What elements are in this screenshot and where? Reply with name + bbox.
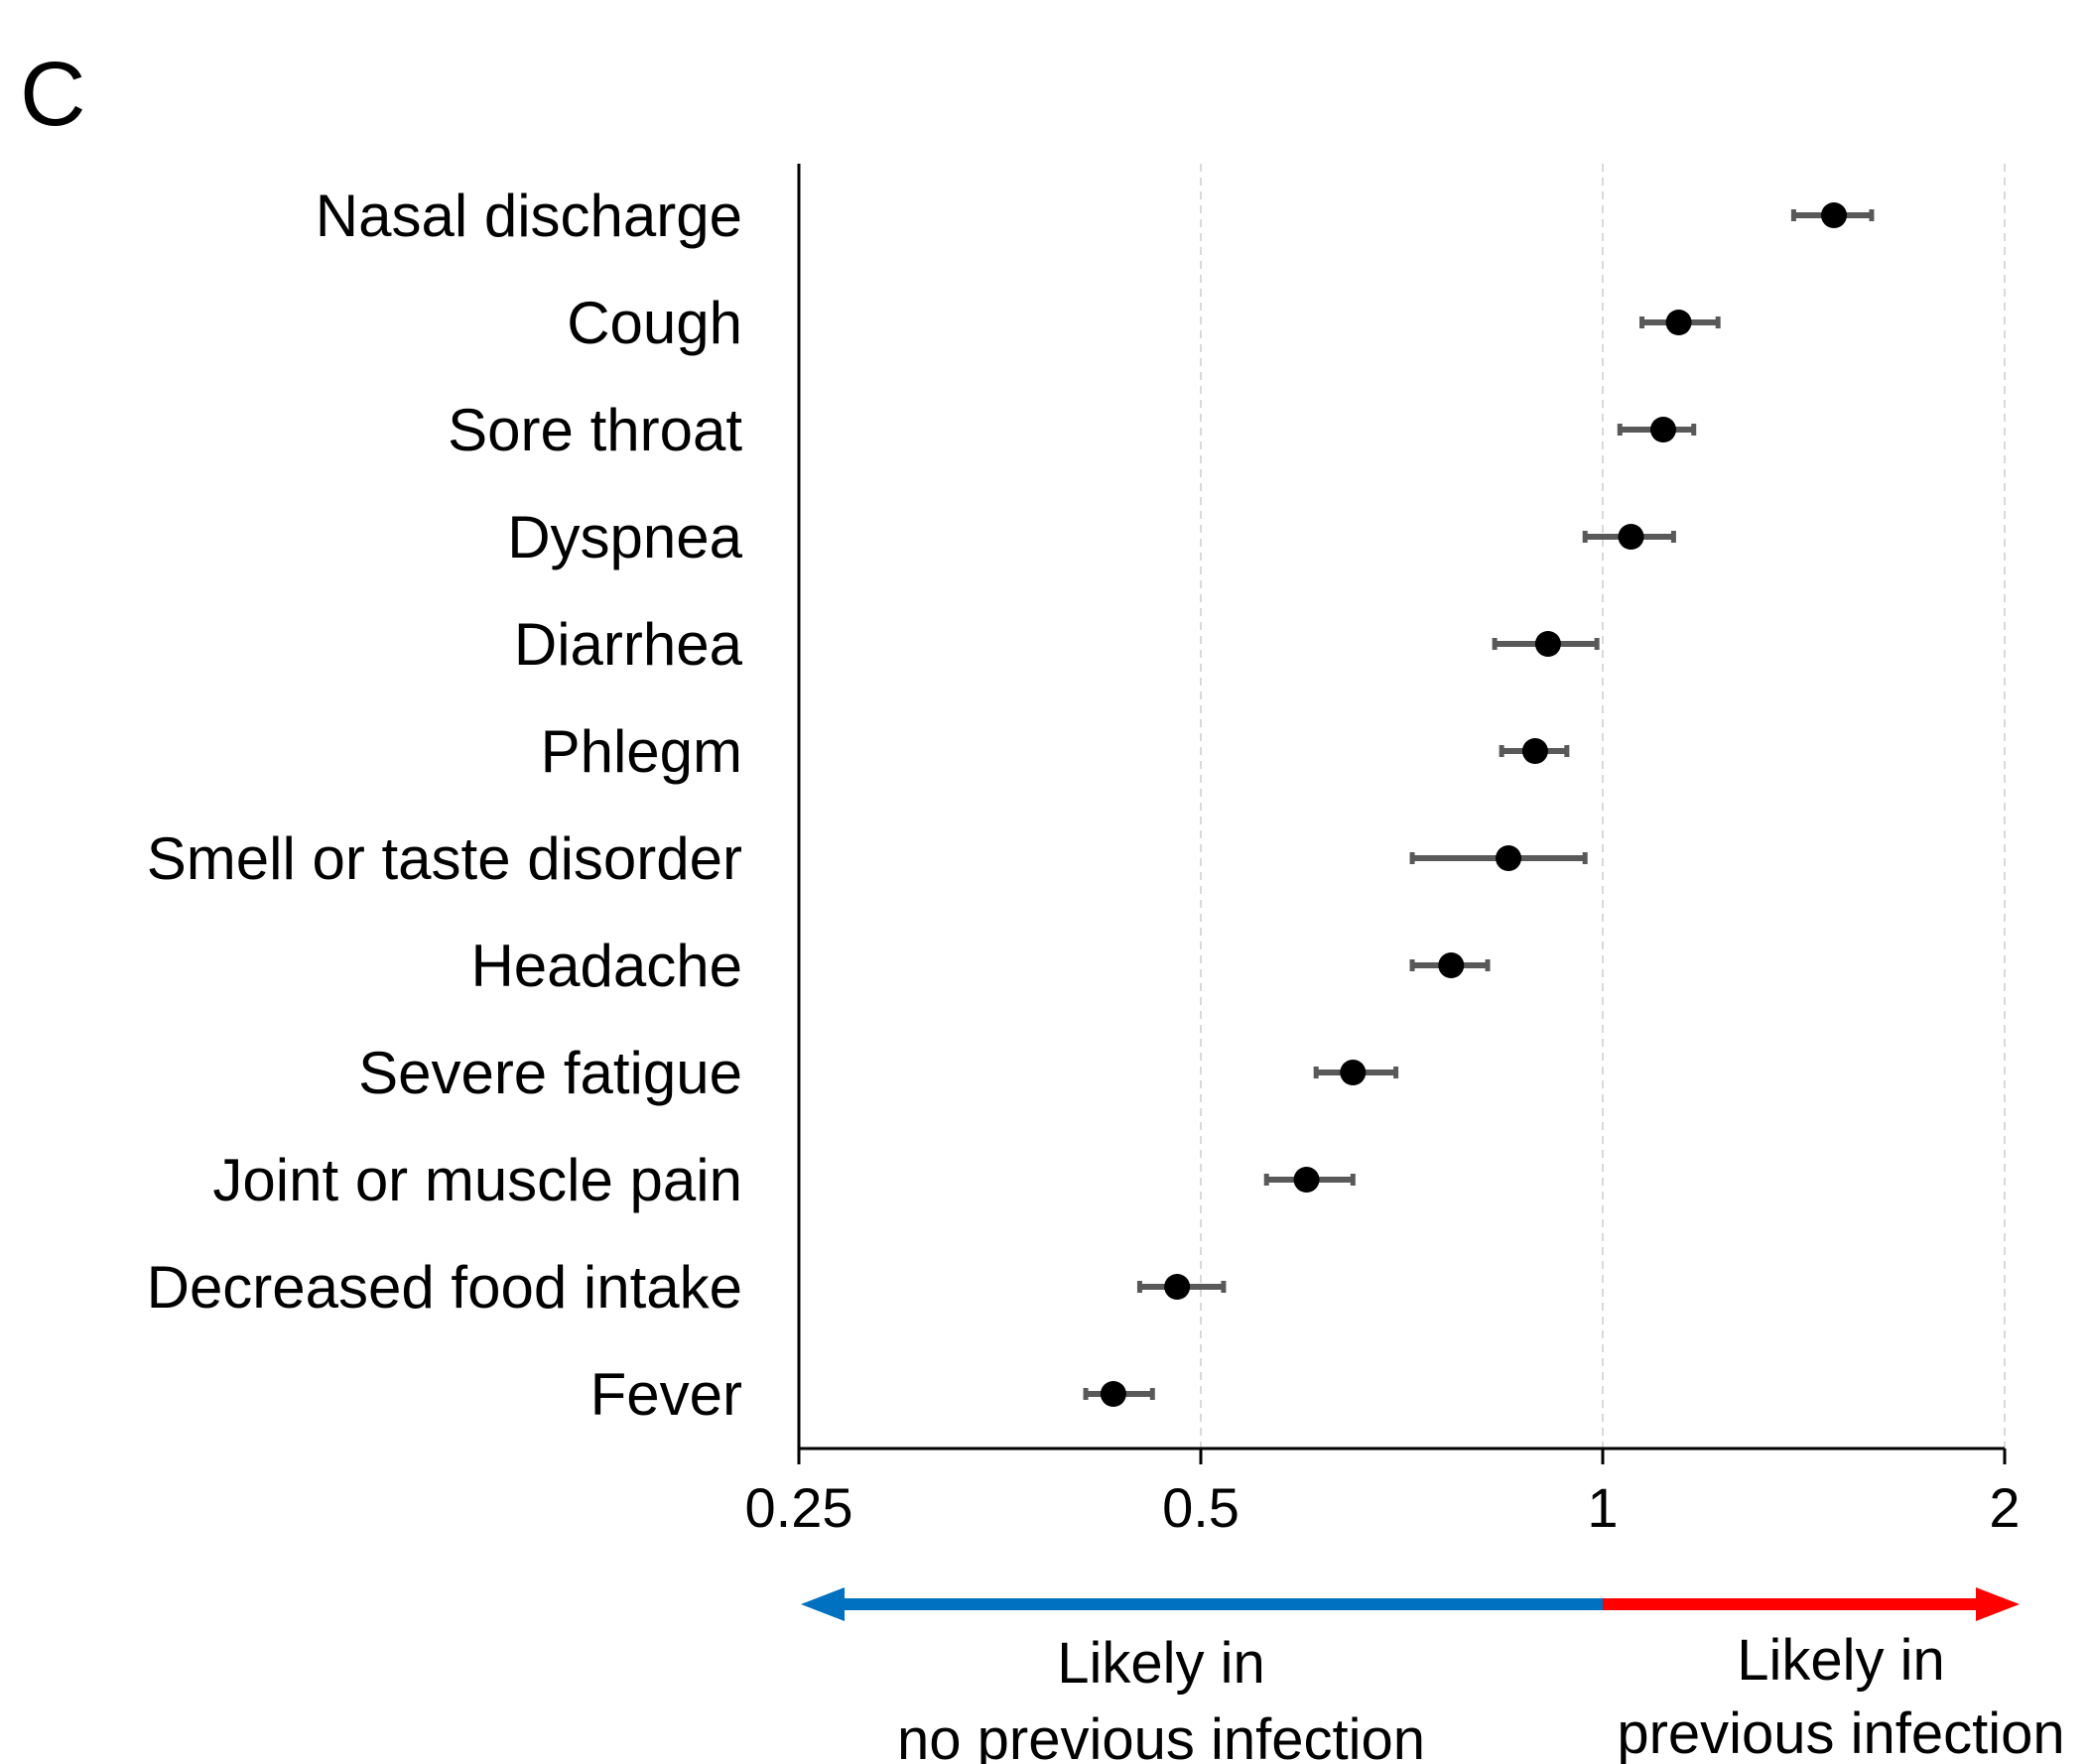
- estimate-point: [1100, 1381, 1126, 1407]
- right-direction-label-line1: Likely in: [1737, 1628, 1945, 1693]
- category-label: Dyspnea: [507, 504, 742, 570]
- estimate-point: [1618, 524, 1644, 550]
- category-label: Nasal discharge: [316, 183, 742, 249]
- left-direction-label-line2: no previous infection: [897, 1707, 1425, 1764]
- estimate-point: [1534, 631, 1561, 657]
- estimate-point: [1164, 1274, 1191, 1300]
- direction-arrow: Likely in no previous infection Likely i…: [801, 1587, 2065, 1764]
- category-label: Fever: [590, 1361, 742, 1428]
- category-labels: Nasal discharge Cough Sore throat Dyspnea Di…: [147, 183, 743, 1428]
- category-label: Headache: [470, 933, 742, 999]
- right-direction-label-line2: previous infection: [1617, 1701, 2064, 1764]
- estimate-point: [1649, 417, 1676, 442]
- category-label: Decreased food intake: [147, 1254, 742, 1321]
- arrow-left-head: [801, 1587, 845, 1621]
- arrow-right-head: [1976, 1587, 2020, 1621]
- category-label: Smell or taste disorder: [147, 825, 742, 892]
- confidence-intervals: [1083, 209, 1875, 1400]
- estimate-point: [1293, 1167, 1320, 1193]
- estimate-point: [1821, 202, 1848, 228]
- category-label: Joint or muscle pain: [212, 1147, 742, 1213]
- category-label: Sore throat: [448, 397, 742, 463]
- x-axis-ticks: 0.25 0.5 1 2: [745, 1449, 2021, 1539]
- category-label: Cough: [567, 290, 742, 356]
- estimate-point: [1438, 952, 1465, 978]
- panel-label: C: [20, 44, 85, 145]
- estimate-point: [1340, 1060, 1367, 1085]
- left-direction-label-line1: Likely in: [1057, 1631, 1265, 1696]
- category-label: Diarrhea: [514, 611, 743, 678]
- x-tick-label: 1: [1587, 1476, 1618, 1539]
- estimate-point: [1521, 738, 1548, 764]
- category-label: Phlegm: [541, 718, 742, 785]
- x-tick-label: 2: [1989, 1476, 2020, 1539]
- estimate-point: [1665, 310, 1692, 335]
- gridlines: [1200, 164, 2006, 1449]
- estimate-point: [1496, 845, 1522, 871]
- category-label: Severe fatigue: [358, 1040, 742, 1106]
- estimate-points: [1100, 202, 1848, 1407]
- x-tick-label: 0.25: [745, 1476, 853, 1539]
- x-tick-label: 0.5: [1162, 1476, 1240, 1539]
